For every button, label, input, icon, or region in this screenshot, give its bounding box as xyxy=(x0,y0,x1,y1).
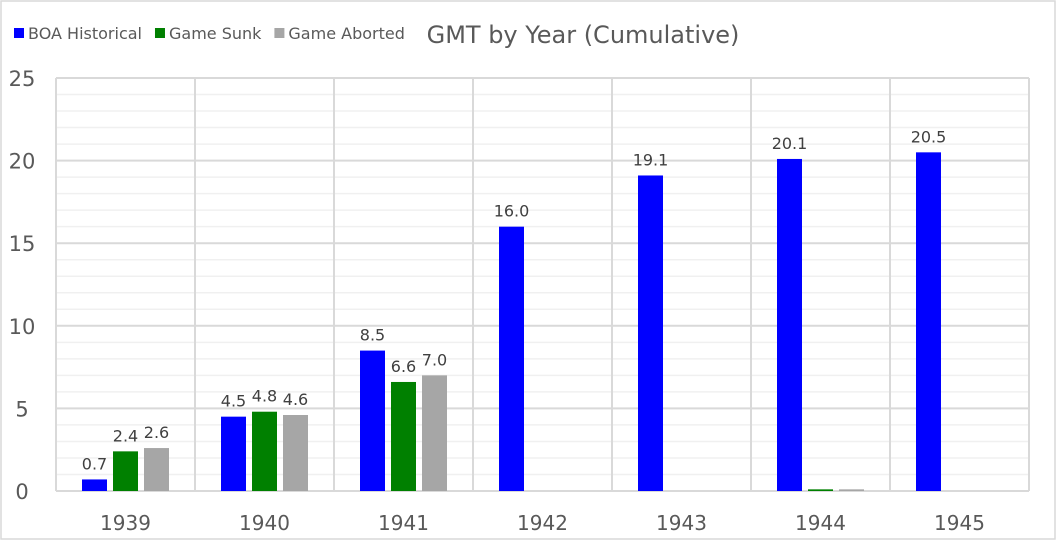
bar-game-aborted xyxy=(144,448,169,491)
legend-label: BOA Historical xyxy=(28,24,142,43)
axes: 0 5 10 15 20 25 1939 1940 1941 1942 1943 1944 1945 xyxy=(9,67,985,535)
bar-boa-historical xyxy=(916,152,941,491)
y-tick-label: 10 xyxy=(9,315,36,339)
data-label: 19.1 xyxy=(633,150,669,169)
bar-boa-historical xyxy=(360,350,385,491)
x-tick-label: 1940 xyxy=(239,511,290,535)
bar-boa-historical xyxy=(499,226,524,491)
bar-game-sunk xyxy=(252,411,277,491)
x-tick-label: 1939 xyxy=(100,511,151,535)
legend-label: Game Aborted xyxy=(288,24,404,43)
y-tick-label: 20 xyxy=(9,150,36,174)
x-tick-label: 1944 xyxy=(795,511,846,535)
bars xyxy=(82,152,941,491)
bar-boa-historical xyxy=(777,158,802,491)
legend-swatch xyxy=(14,28,24,38)
data-label: 20.1 xyxy=(772,134,808,153)
x-tick-label: 1942 xyxy=(517,511,568,535)
x-tick-label: 1941 xyxy=(378,511,429,535)
y-tick-label: 15 xyxy=(9,232,36,256)
data-label: 16.0 xyxy=(494,202,530,221)
x-tick-label: 1945 xyxy=(934,511,985,535)
data-label: 20.5 xyxy=(911,127,947,146)
data-label: 0.7 xyxy=(82,454,107,473)
bar-boa-historical xyxy=(82,479,107,491)
data-label: 8.5 xyxy=(360,326,385,345)
bar-game-aborted xyxy=(839,489,864,491)
legend-swatch xyxy=(154,28,165,38)
bar-boa-historical xyxy=(221,416,246,491)
legend-label: Game Sunk xyxy=(169,24,262,43)
x-tick-label: 1943 xyxy=(656,511,707,535)
y-tick-label: 5 xyxy=(15,397,28,421)
y-tick-label: 0 xyxy=(15,480,28,504)
bar-game-sunk xyxy=(391,381,416,491)
data-label: 6.6 xyxy=(391,357,416,376)
gridlines xyxy=(55,77,1030,492)
legend-swatch xyxy=(274,28,285,38)
data-label: 2.4 xyxy=(113,426,138,445)
bar-game-sunk xyxy=(808,489,833,491)
data-label: 4.8 xyxy=(252,387,277,406)
data-label: 4.5 xyxy=(221,392,246,411)
bar-game-aborted xyxy=(283,415,308,491)
data-labels: 0.7 4.5 8.5 16.0 19.1 20.1 20.5 2.4 4.8 6.6 2.6 4.6… xyxy=(82,127,947,473)
bar-boa-historical xyxy=(638,175,663,491)
data-label: 7.0 xyxy=(422,350,447,369)
data-label: 4.6 xyxy=(283,390,308,409)
legend: BOA Historical Game Sunk Game Aborted xyxy=(14,24,405,43)
data-label: 2.6 xyxy=(144,423,169,442)
bar-game-aborted xyxy=(422,375,447,491)
chart-title: GMT by Year (Cumulative) xyxy=(427,21,740,49)
bar-game-sunk xyxy=(113,451,138,491)
y-tick-label: 25 xyxy=(9,67,36,91)
